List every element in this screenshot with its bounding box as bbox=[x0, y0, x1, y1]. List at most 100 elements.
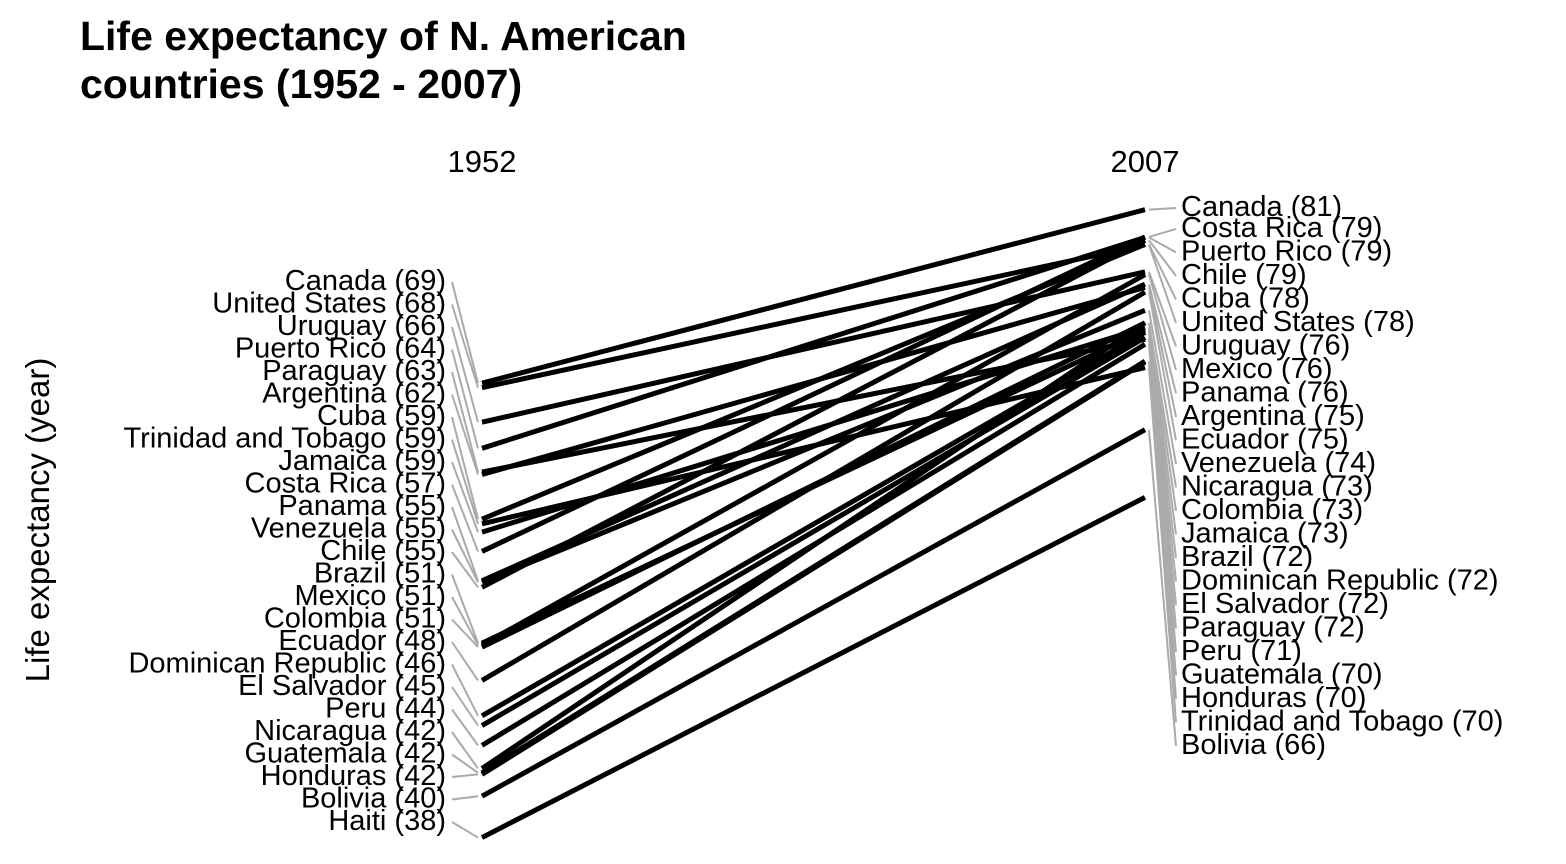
right-label-cuba: Cuba (78) bbox=[1181, 282, 1310, 314]
right-label-trinidad-and-tobago: Trinidad and Tobago (70) bbox=[1181, 705, 1503, 737]
left-label-el-salvador: El Salvador (45) bbox=[238, 670, 446, 702]
leader-right-uruguay bbox=[1148, 271, 1177, 347]
leader-right-panama bbox=[1148, 283, 1177, 394]
left-label-cuba: Cuba (59) bbox=[317, 400, 446, 432]
leader-left-colombia bbox=[451, 618, 479, 648]
leader-right-mexico bbox=[1148, 274, 1177, 371]
right-label-argentina: Argentina (75) bbox=[1181, 400, 1365, 432]
right-label-puerto-rico: Puerto Rico (79) bbox=[1181, 235, 1392, 267]
right-label-guatemala: Guatemala (70) bbox=[1181, 658, 1383, 690]
right-label-venezuela: Venezuela (74) bbox=[1181, 447, 1376, 479]
right-label-chile: Chile (79) bbox=[1181, 259, 1307, 291]
leader-left-panama bbox=[451, 506, 479, 582]
left-label-chile: Chile (55) bbox=[320, 535, 446, 567]
left-label-haiti: Haiti (38) bbox=[328, 805, 446, 837]
leader-right-cuba bbox=[1148, 243, 1177, 300]
slope-line-ecuador bbox=[480, 289, 1147, 683]
x-tick-label-1952: 1952 bbox=[448, 144, 517, 179]
leader-left-puerto-rico bbox=[451, 349, 479, 449]
leader-right-costa-rica bbox=[1148, 227, 1177, 238]
x-axis-labels: 1952 2007 bbox=[448, 144, 1180, 179]
leader-left-honduras bbox=[451, 773, 479, 778]
right-label-brazil: Brazil (72) bbox=[1181, 541, 1313, 573]
slope-line-canada bbox=[481, 207, 1146, 386]
right-label-united-states: United States (78) bbox=[1181, 306, 1415, 338]
right-label-el-salvador: El Salvador (72) bbox=[1181, 588, 1389, 620]
left-label-brazil: Brazil (51) bbox=[314, 558, 446, 590]
leader-right-ecuador bbox=[1148, 291, 1177, 441]
x-tick-label-2007: 2007 bbox=[1111, 144, 1180, 179]
leader-left-el-salvador bbox=[451, 686, 479, 727]
leader-right-puerto-rico bbox=[1148, 236, 1177, 254]
right-label-costa-rica: Costa Rica (79) bbox=[1181, 212, 1382, 244]
slope-line-united-states bbox=[481, 242, 1146, 391]
left-label-venezuela: Venezuela (55) bbox=[251, 513, 446, 545]
leader-lines bbox=[451, 207, 1177, 839]
leader-left-paraguay bbox=[451, 371, 479, 473]
leader-left-chile bbox=[451, 551, 479, 588]
right-label-ecuador: Ecuador (75) bbox=[1181, 423, 1349, 455]
left-label-canada: Canada (69) bbox=[285, 265, 446, 297]
slope-line-bolivia bbox=[480, 427, 1147, 799]
right-labels: Canada (81)Costa Rica (79)Puerto Rico (7… bbox=[1181, 191, 1503, 761]
left-label-mexico: Mexico (51) bbox=[295, 580, 447, 612]
left-label-argentina: Argentina (62) bbox=[262, 378, 446, 410]
right-label-mexico: Mexico (76) bbox=[1181, 353, 1333, 385]
slope-line-argentina bbox=[481, 284, 1146, 477]
leader-right-united-states bbox=[1148, 244, 1177, 324]
right-label-panama: Panama (76) bbox=[1181, 376, 1349, 408]
left-label-panama: Panama (55) bbox=[278, 490, 446, 522]
right-label-paraguay: Paraguay (72) bbox=[1181, 611, 1365, 643]
right-label-canada: Canada (81) bbox=[1181, 191, 1342, 223]
slope-line-haiti bbox=[480, 495, 1147, 840]
leader-left-trinidad-and-tobago bbox=[451, 439, 479, 525]
leader-left-united-states bbox=[451, 304, 479, 388]
leader-left-jamaica bbox=[451, 461, 479, 533]
chart-title: Life expectancy of N. American countries… bbox=[80, 12, 900, 108]
right-label-dominican-republic: Dominican Republic (72) bbox=[1181, 564, 1499, 596]
right-label-bolivia: Bolivia (66) bbox=[1181, 729, 1326, 761]
left-label-costa-rica: Costa Rica (57) bbox=[245, 468, 446, 500]
left-label-trinidad-and-tobago: Trinidad and Tobago (59) bbox=[124, 423, 446, 455]
leader-left-costa-rica bbox=[451, 484, 479, 552]
chart-title-line-2: countries (1952 - 2007) bbox=[80, 61, 523, 107]
slope-line-puerto-rico bbox=[481, 235, 1146, 451]
leader-left-dominican-republic bbox=[451, 664, 479, 717]
leader-left-venezuela bbox=[451, 529, 479, 583]
left-label-puerto-rico: Puerto Rico (64) bbox=[235, 333, 446, 365]
leader-left-mexico bbox=[451, 596, 479, 646]
right-label-jamaica: Jamaica (73) bbox=[1181, 517, 1349, 549]
leader-left-haiti bbox=[451, 821, 479, 839]
leader-left-nicaragua bbox=[451, 731, 479, 770]
slope-line-el-salvador bbox=[480, 335, 1147, 728]
left-label-bolivia: Bolivia (40) bbox=[301, 783, 446, 815]
left-label-honduras: Honduras (42) bbox=[261, 760, 446, 792]
left-label-uruguay: Uruguay (66) bbox=[277, 310, 446, 342]
leader-right-venezuela bbox=[1148, 310, 1177, 465]
chart-title-line-1: Life expectancy of N. American bbox=[80, 13, 687, 59]
slope-line-chile bbox=[480, 238, 1147, 590]
right-label-uruguay: Uruguay (76) bbox=[1181, 329, 1350, 361]
left-label-dominican-republic: Dominican Republic (46) bbox=[128, 648, 446, 680]
leader-right-colombia bbox=[1148, 322, 1177, 512]
slope-lines bbox=[480, 207, 1147, 840]
leader-left-guatemala bbox=[451, 753, 479, 774]
leader-left-peru bbox=[451, 708, 479, 746]
left-label-paraguay: Paraguay (63) bbox=[262, 355, 446, 387]
left-label-guatemala: Guatemala (42) bbox=[245, 738, 447, 770]
left-label-united-states: United States (68) bbox=[212, 288, 446, 320]
leader-left-canada bbox=[451, 281, 479, 384]
leader-right-canada bbox=[1148, 207, 1177, 211]
right-label-peru: Peru (71) bbox=[1181, 635, 1302, 667]
leader-left-bolivia bbox=[451, 795, 479, 801]
leader-left-brazil bbox=[451, 574, 479, 644]
left-labels: Canada (69)United States (68)Uruguay (66… bbox=[124, 265, 446, 837]
right-label-nicaragua: Nicaragua (73) bbox=[1181, 470, 1373, 502]
slope-line-honduras bbox=[480, 359, 1147, 777]
leader-left-uruguay bbox=[451, 326, 479, 423]
left-label-ecuador: Ecuador (48) bbox=[278, 625, 446, 657]
right-label-honduras: Honduras (70) bbox=[1181, 682, 1366, 714]
leader-right-peru bbox=[1148, 344, 1177, 652]
slope-line-mexico bbox=[480, 272, 1147, 648]
